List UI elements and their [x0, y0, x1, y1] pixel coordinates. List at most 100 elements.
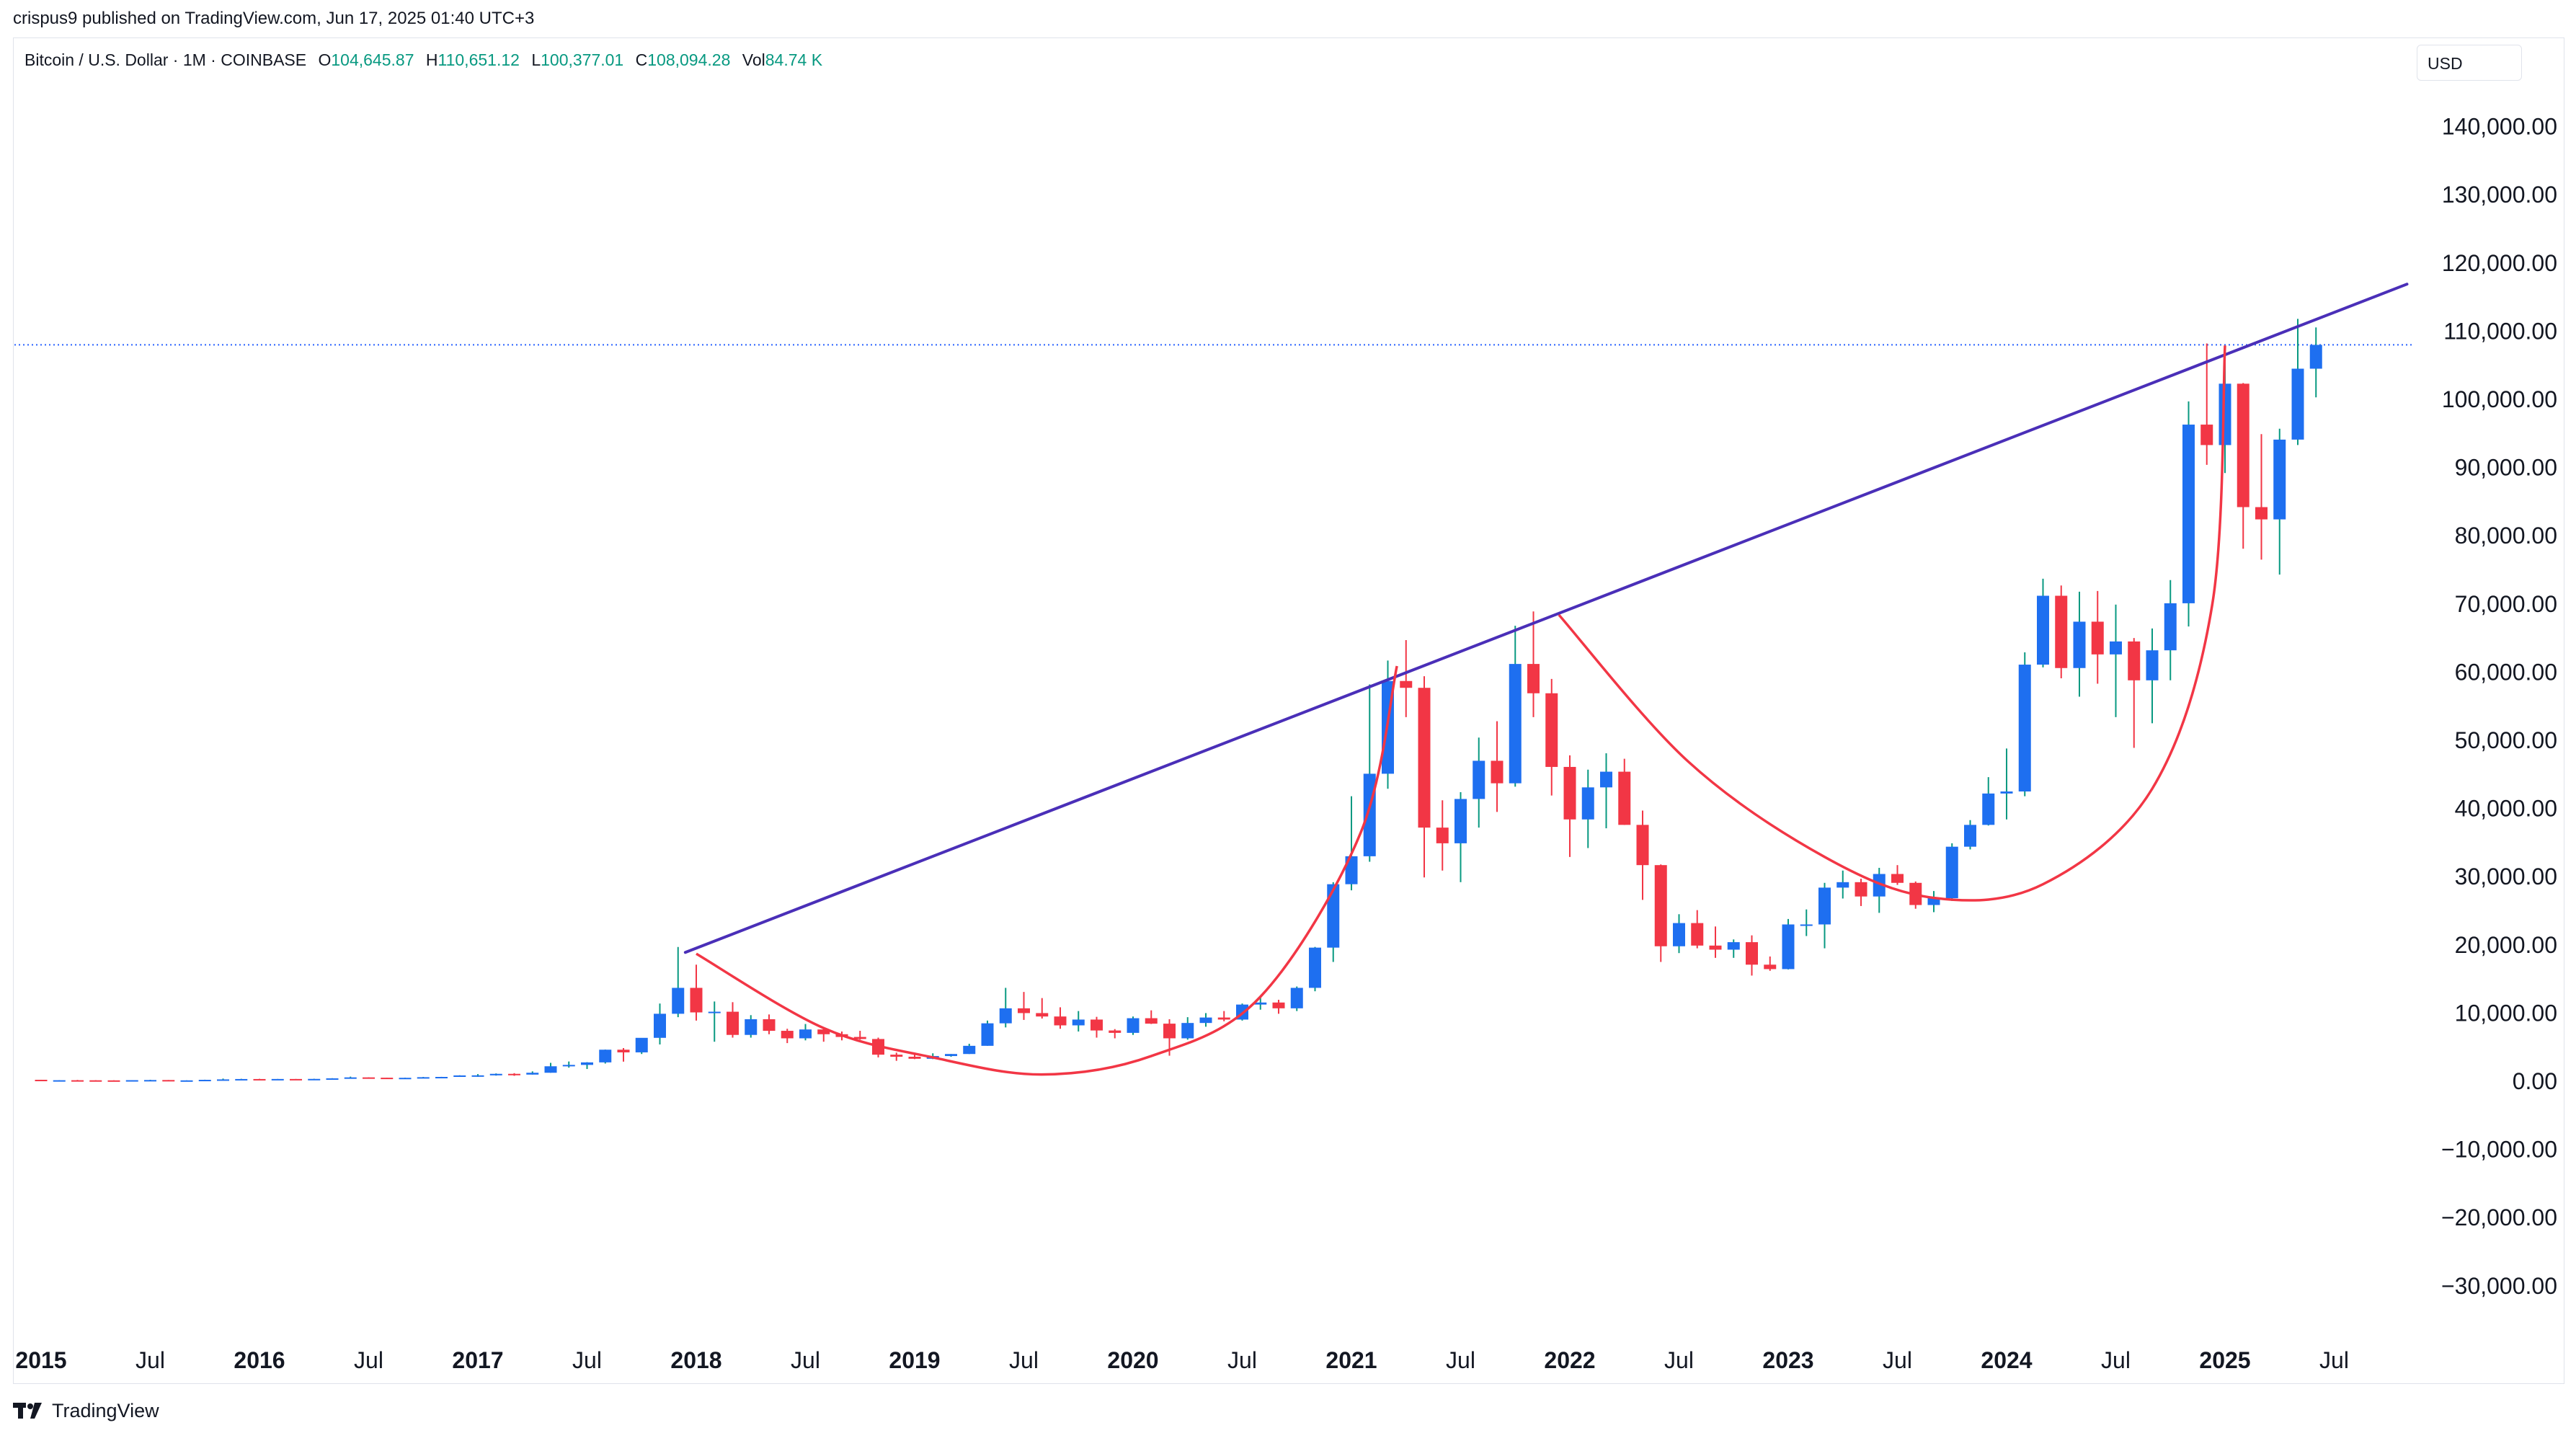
candle — [2200, 343, 2213, 465]
y-tick-label: 120,000.00 — [2442, 250, 2557, 276]
candle — [1254, 996, 1267, 1010]
candle — [617, 1047, 630, 1062]
candle — [471, 1074, 484, 1077]
candle — [1363, 684, 1376, 862]
candle — [344, 1076, 357, 1079]
candle — [817, 1029, 830, 1042]
candle-body — [2182, 425, 2195, 603]
candle-body — [344, 1077, 357, 1079]
candle-body — [2091, 621, 2104, 655]
candle — [1054, 1007, 1067, 1029]
candle — [654, 1003, 666, 1044]
candle — [1109, 1029, 1122, 1039]
candle-body — [35, 1079, 48, 1081]
candle — [107, 1080, 120, 1082]
candle — [1217, 1011, 1230, 1021]
resistance-trendline — [683, 283, 2409, 954]
symbol-legend: Bitcoin / U.S. Dollar · 1M · COINBASE O1… — [25, 50, 822, 70]
candle — [1199, 1013, 1212, 1027]
candle-body — [727, 1011, 739, 1035]
candle — [781, 1029, 794, 1044]
candle — [1746, 935, 1758, 976]
x-tick-label: 2021 — [1325, 1347, 1377, 1373]
x-tick-label: Jul — [1664, 1347, 1694, 1373]
x-tick-label: 2022 — [1544, 1347, 1595, 1373]
candle — [1581, 769, 1594, 848]
candle-body — [708, 1011, 721, 1013]
candle-body — [1581, 787, 1594, 820]
candle — [1127, 1016, 1140, 1035]
y-tick-label: 90,000.00 — [2455, 455, 2557, 481]
candle-body — [817, 1029, 830, 1034]
candle-body — [1964, 825, 1976, 847]
candle — [326, 1078, 339, 1080]
candle-body — [1181, 1023, 1194, 1039]
candle — [235, 1078, 248, 1081]
candle-body — [1764, 964, 1777, 970]
candle-body — [1746, 942, 1758, 965]
candle-body — [89, 1080, 102, 1082]
candle-body — [107, 1080, 120, 1082]
candle — [1891, 865, 1904, 885]
candle — [999, 988, 1012, 1028]
candle — [1600, 753, 1612, 829]
candle-body — [599, 1050, 612, 1062]
candle-body — [2309, 345, 2322, 369]
candle-body — [1818, 887, 1831, 925]
candle — [562, 1061, 575, 1068]
candle — [308, 1078, 321, 1081]
candle — [2091, 590, 2104, 684]
candle-body — [508, 1073, 520, 1075]
candle — [435, 1076, 448, 1078]
candle — [1563, 755, 1576, 857]
candle — [945, 1054, 957, 1057]
x-tick-label: 2024 — [1981, 1347, 2032, 1373]
candle-body — [2146, 650, 2159, 680]
candle-body — [963, 1045, 976, 1055]
candle — [1018, 992, 1030, 1020]
currency-selector[interactable]: USD — [2417, 45, 2522, 81]
candle-body — [1163, 1024, 1176, 1039]
candle — [381, 1078, 394, 1080]
candle-body — [654, 1013, 666, 1038]
low-label: L — [531, 50, 541, 69]
candle-body — [53, 1080, 66, 1082]
x-tick-label: Jul — [354, 1347, 383, 1373]
x-tick-label: 2015 — [15, 1347, 66, 1373]
candle-body — [1363, 773, 1376, 856]
y-tick-label: 0.00 — [2513, 1068, 2557, 1094]
x-tick-label: 2025 — [2199, 1347, 2250, 1373]
candle-body — [1673, 923, 1685, 946]
x-tick-label: 2020 — [1107, 1347, 1158, 1373]
candle — [1400, 639, 1413, 717]
candle — [2146, 628, 2159, 724]
candle-body — [1217, 1017, 1230, 1020]
candle — [1764, 956, 1777, 971]
candle-body — [781, 1031, 794, 1039]
candle — [417, 1076, 430, 1079]
x-tick-label: Jul — [2319, 1347, 2349, 1373]
y-tick-label: 60,000.00 — [2455, 659, 2557, 685]
candle — [2110, 604, 2122, 717]
candles — [35, 319, 2322, 1082]
y-tick-label: 40,000.00 — [2455, 796, 2557, 822]
candle-body — [1782, 924, 1795, 970]
candle — [981, 1020, 994, 1046]
candle — [708, 1001, 721, 1042]
low-value: 100,377.01 — [541, 50, 624, 69]
y-tick-label: 20,000.00 — [2455, 932, 2557, 958]
volume-label: Vol — [742, 50, 765, 69]
candle — [2128, 638, 2141, 748]
candle-body — [1527, 664, 1540, 693]
y-tick-label: −10,000.00 — [2441, 1137, 2557, 1163]
x-tick-label: Jul — [791, 1347, 820, 1373]
chart-frame[interactable] — [13, 37, 2564, 1384]
candle — [1636, 810, 1649, 900]
candle — [1491, 721, 1504, 812]
candle-body — [71, 1080, 84, 1082]
x-tick-label: Jul — [2101, 1347, 2131, 1373]
candle-body — [908, 1056, 921, 1059]
candle-body — [1199, 1017, 1212, 1024]
x-tick-label: 2018 — [670, 1347, 721, 1373]
